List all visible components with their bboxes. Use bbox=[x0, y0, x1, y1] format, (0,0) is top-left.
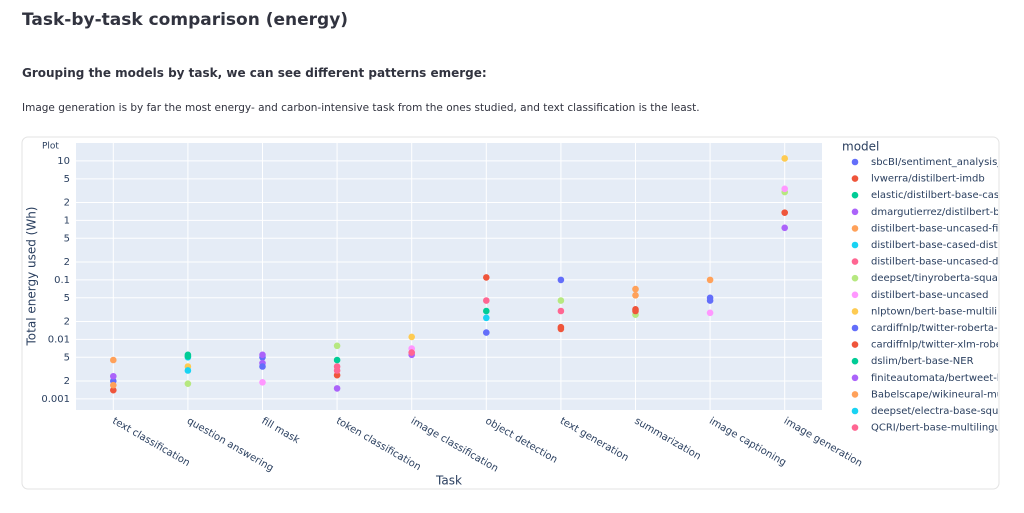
legend-marker bbox=[851, 191, 859, 199]
y-tick-label: 5 bbox=[64, 352, 70, 363]
data-point bbox=[408, 333, 416, 341]
data-point bbox=[632, 307, 639, 315]
data-point bbox=[333, 356, 341, 364]
legend-title: model bbox=[842, 140, 879, 154]
data-point bbox=[557, 307, 565, 315]
data-point bbox=[110, 386, 117, 394]
legend-marker bbox=[851, 274, 859, 282]
data-point bbox=[333, 385, 341, 392]
data-point bbox=[259, 378, 266, 386]
y-tick-label: 2 bbox=[64, 376, 70, 387]
legend-marker bbox=[851, 158, 859, 166]
data-point bbox=[557, 276, 565, 284]
data-point bbox=[781, 209, 788, 216]
data-point bbox=[781, 224, 788, 232]
data-point bbox=[110, 381, 117, 389]
legend-label: sbcBI/sentiment_analysis_ bbox=[871, 157, 1003, 168]
data-point bbox=[333, 367, 341, 374]
legend-label: Babelscape/wikineural-mul bbox=[871, 389, 1006, 400]
legend-label: cardiffnlp/twitter-roberta-b bbox=[871, 323, 1004, 334]
y-tick-label: 10 bbox=[57, 156, 70, 167]
legend-marker bbox=[851, 291, 859, 299]
legend-label: QCRI/bert-base-multilingua bbox=[871, 423, 1007, 434]
data-point bbox=[483, 314, 490, 322]
data-point bbox=[706, 297, 714, 304]
legend-marker bbox=[851, 407, 859, 415]
legend-label: deepset/electra-base-squac bbox=[871, 406, 1010, 417]
subtitle: Grouping the models by task, we can see … bbox=[22, 66, 487, 80]
legend-label: distilbert-base-uncased-fine bbox=[871, 223, 1011, 234]
data-point bbox=[483, 274, 490, 281]
data-point bbox=[706, 276, 714, 284]
description: Image generation is by far the most ener… bbox=[22, 102, 700, 114]
legend-label: nlptown/bert-base-multilin bbox=[871, 306, 1003, 317]
legend-marker bbox=[851, 424, 859, 431]
legend-marker bbox=[851, 208, 859, 216]
legend-marker bbox=[851, 341, 859, 348]
data-point bbox=[483, 307, 490, 315]
data-point bbox=[110, 356, 117, 364]
plot-area bbox=[76, 143, 822, 410]
data-point bbox=[557, 297, 565, 304]
legend-marker bbox=[851, 241, 859, 249]
plot-label: Plot bbox=[42, 142, 59, 152]
legend-label: dmargutierrez/distilbert-ba bbox=[871, 207, 1006, 218]
data-point bbox=[259, 363, 266, 370]
data-point bbox=[408, 349, 416, 356]
y-tick-label: 5 bbox=[64, 233, 70, 244]
data-point bbox=[259, 351, 266, 359]
legend-marker bbox=[851, 324, 859, 332]
y-tick-label: 2 bbox=[64, 197, 70, 208]
data-point bbox=[184, 380, 192, 387]
plot-tab bbox=[25, 139, 67, 153]
legend-marker bbox=[851, 225, 859, 232]
legend-marker bbox=[851, 308, 859, 315]
y-tick-label: 2 bbox=[64, 257, 70, 268]
legend-label: distilbert-base-uncased bbox=[871, 290, 988, 301]
x-axis-title: Task bbox=[435, 474, 462, 488]
y-tick-label: 5 bbox=[64, 293, 70, 304]
data-point bbox=[632, 285, 639, 293]
legend-label: elastic/distilbert-base-case bbox=[871, 190, 1005, 201]
data-point bbox=[333, 371, 341, 379]
y-tick-label: 0.001 bbox=[41, 394, 70, 405]
legend-marker bbox=[851, 357, 859, 365]
y-tick-label: 0.1 bbox=[54, 275, 70, 286]
legend-marker bbox=[851, 374, 859, 382]
y-axis-title: Total energy used (Wh) bbox=[25, 207, 39, 347]
data-point bbox=[781, 185, 788, 193]
legend-label: deepset/tinyroberta-squad bbox=[871, 273, 1004, 284]
y-tick-label: 2 bbox=[64, 316, 70, 327]
data-point bbox=[184, 352, 192, 360]
legend-label: dslim/bert-base-NER bbox=[871, 356, 974, 367]
data-point bbox=[483, 297, 490, 304]
legend-marker bbox=[851, 391, 859, 398]
data-point bbox=[110, 372, 117, 380]
data-point bbox=[706, 309, 714, 317]
y-tick-label: 1 bbox=[64, 215, 70, 226]
data-point bbox=[184, 367, 192, 374]
legend-marker bbox=[851, 258, 859, 265]
legend-marker bbox=[851, 175, 859, 182]
data-point bbox=[333, 342, 341, 350]
data-point bbox=[632, 292, 639, 299]
data-point bbox=[781, 155, 788, 162]
data-point bbox=[557, 323, 565, 331]
y-tick-label: 5 bbox=[64, 174, 70, 185]
legend-label: lvwerra/distilbert-imdb bbox=[871, 174, 985, 185]
page-title: Task-by-task comparison (energy) bbox=[22, 10, 349, 30]
legend-label: distilbert-base-cased-distill bbox=[871, 240, 1006, 251]
legend-label: finiteautomata/bertweet-ba bbox=[871, 373, 1009, 384]
data-point bbox=[483, 329, 490, 336]
legend-label: cardiffnlp/twitter-xlm-rober bbox=[871, 340, 1007, 351]
y-tick-label: 0.01 bbox=[48, 334, 70, 345]
legend-label: distilbert-base-uncased-dis bbox=[871, 257, 1006, 268]
